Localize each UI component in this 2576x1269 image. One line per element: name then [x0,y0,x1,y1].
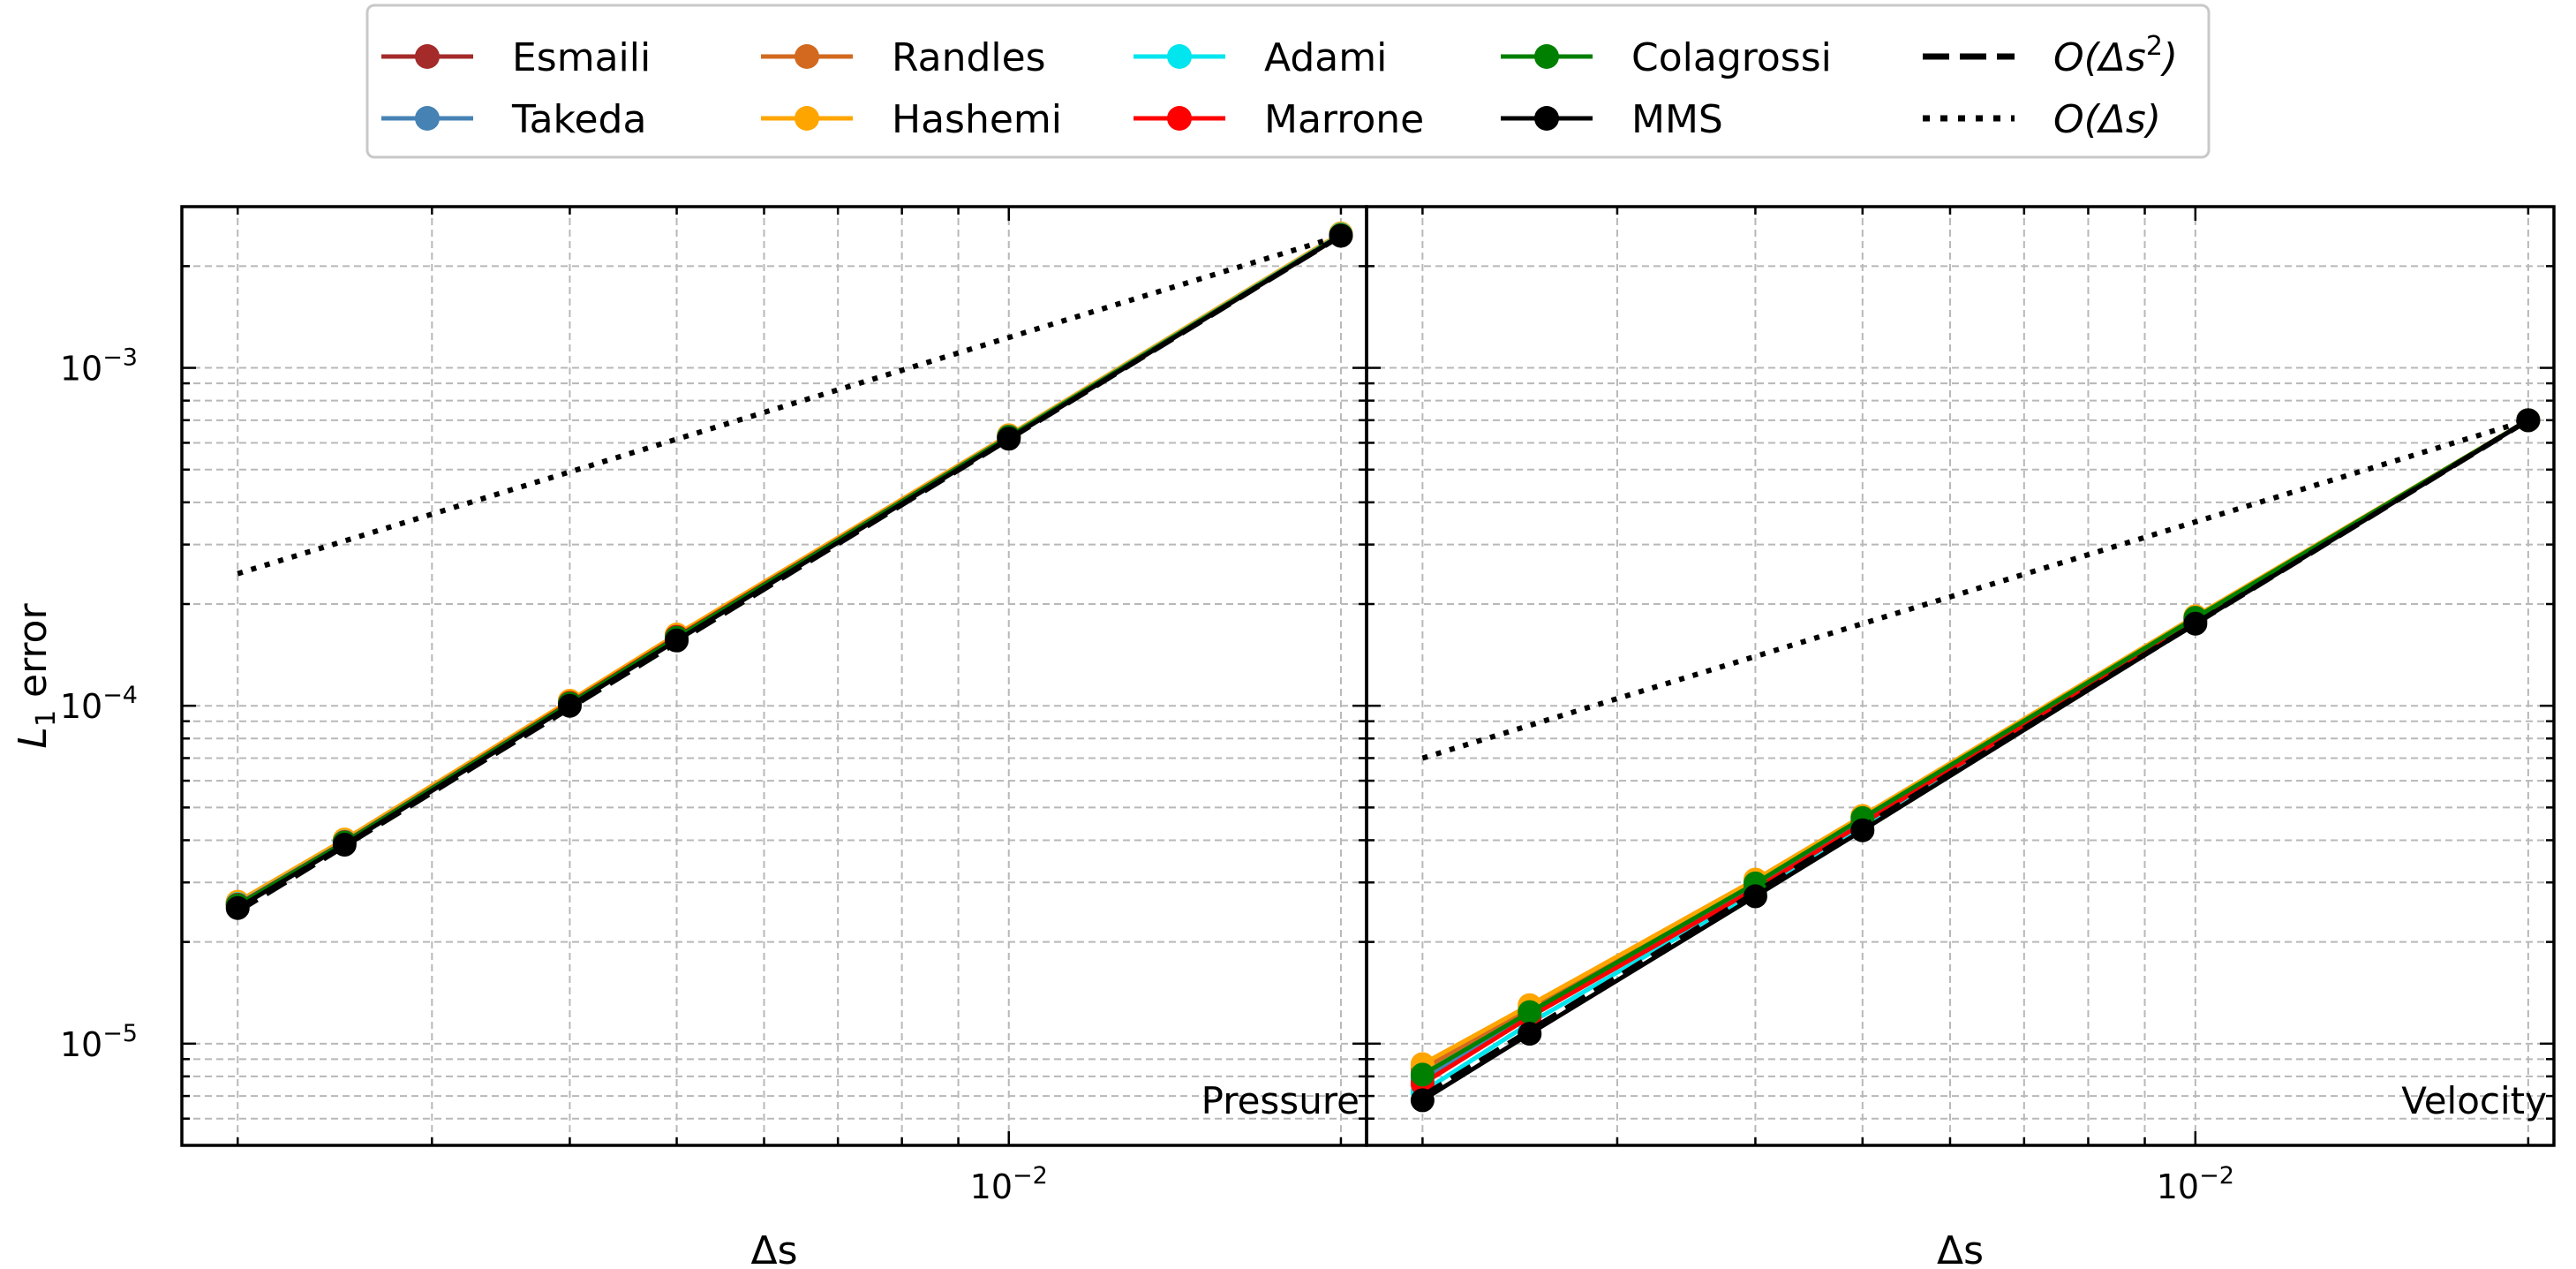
y-tick-label: 10−3 [60,344,138,389]
x-tick-label: 10−2 [2157,1162,2234,1206]
series-line-colagrossi [1421,418,2530,1076]
legend-marker-hashemi [795,106,819,131]
velocity-panel: Velocity 10−2 Δs [1365,205,2556,1269]
legend-label-adami: Adami [1264,35,1387,80]
panel-label: Velocity [2401,1079,2547,1122]
legend-marker-mms [1534,106,1559,131]
legend-label-randles: Randles [892,35,1046,80]
panel-label: Pressure [1201,1079,1360,1122]
data-point-colagrossi [1410,1062,1435,1087]
data-point-mms [1743,884,1767,909]
axis-labels: L1 error [11,603,62,749]
x-tick-label: 10−2 [970,1162,1048,1206]
legend-label-o-s: O(Δs2) [2053,31,2178,80]
legend-item-o-s: O(Δs) [1923,97,2161,142]
legend-label-hashemi: Hashemi [892,97,1062,142]
legend-label-esmaili: Esmaili [512,35,651,80]
series-layer [1410,408,2541,1113]
series-line-mms [1421,418,2530,1103]
legend-label-takeda: Takeda [511,97,646,142]
legend-item-esmaili: Esmaili [381,35,651,80]
x-axis-label: Δs [750,1228,797,1269]
legend-marker-colagrossi [1534,44,1559,69]
legend-label-colagrossi: Colagrossi [1631,35,1832,80]
legend-item-marrone: Marrone [1134,97,1424,142]
legend-marker-adami [1167,44,1192,69]
legend-marker-marrone [1167,106,1192,131]
legend-label-o-s: O(Δs) [2053,97,2161,142]
legend-item-randles: Randles [761,35,1046,80]
legend-item-o-s: O(Δs2) [1923,31,2178,80]
legend-label-mms: MMS [1631,97,1723,142]
legend-item-mms: MMS [1501,97,1723,142]
legend-label-marrone: Marrone [1264,97,1424,142]
plot-frame [180,205,1368,1147]
grid [1367,207,2554,1145]
series-line-o-s [1420,418,2530,1099]
legend-marker-randles [795,44,819,69]
pressure-panel: Pressure 10−2 Δs 10−3 10−4 10−5 [60,205,1368,1269]
grid [182,207,1367,1145]
ticks [182,205,1367,1145]
series-line-o-s [237,233,1342,577]
y-axis-label: L1 error [11,603,62,749]
series-line-o-s [1421,417,2529,761]
y-tick-label: 10−4 [60,682,138,726]
legend-marker-takeda [415,106,440,131]
legend-item-takeda: Takeda [381,97,646,142]
data-point-mms [225,895,250,920]
series-line-o-s [236,233,1343,914]
legend-item-hashemi: Hashemi [761,97,1062,142]
legend-item-adami: Adami [1134,35,1387,80]
data-point-mms [1518,1022,1542,1046]
legend-item-colagrossi: Colagrossi [1501,35,1832,80]
plot-frame [1365,205,2556,1147]
data-point-colagrossi [1518,1000,1542,1024]
legend-marker-esmaili [415,44,440,69]
data-point-mms [2183,611,2208,636]
legend: Esmaili Takeda Randles Hashemi Adami Marrone C… [365,4,2211,159]
series-layer [225,221,1353,920]
x-axis-label: Δs [1937,1228,1984,1269]
y-tick-label: 10−5 [60,1020,138,1064]
